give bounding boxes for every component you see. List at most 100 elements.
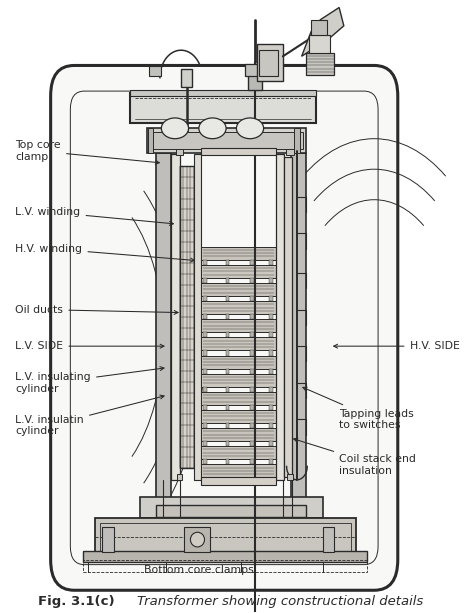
Text: Top core
clamp: Top core clamp <box>16 140 159 164</box>
Text: H.V. winding: H.V. winding <box>16 243 194 262</box>
Bar <box>181 69 192 87</box>
Bar <box>269 296 273 301</box>
Bar <box>180 166 194 468</box>
Bar <box>203 260 207 265</box>
Bar <box>203 296 207 301</box>
Bar <box>257 44 283 81</box>
Bar <box>201 478 276 485</box>
Bar <box>250 351 254 356</box>
Bar <box>250 368 254 374</box>
Bar <box>269 260 273 265</box>
Bar <box>203 314 207 319</box>
Bar <box>269 405 273 410</box>
Bar <box>201 446 276 459</box>
Text: Transformer showing constructional details: Transformer showing constructional detai… <box>137 595 424 608</box>
Bar <box>140 517 323 523</box>
Bar <box>201 265 276 278</box>
Bar <box>250 278 254 283</box>
Bar <box>287 474 293 481</box>
Bar <box>269 459 273 464</box>
Bar <box>201 246 276 260</box>
Bar <box>269 368 273 374</box>
Text: Fig. 3.1(c): Fig. 3.1(c) <box>38 595 115 608</box>
Bar <box>203 441 207 446</box>
Bar <box>226 278 229 283</box>
Bar <box>201 410 276 423</box>
Bar <box>226 296 229 301</box>
Bar <box>184 527 210 552</box>
Text: Tapping leads
to switches: Tapping leads to switches <box>303 387 414 430</box>
Bar <box>130 90 316 96</box>
Bar <box>130 93 316 123</box>
Bar <box>140 498 323 519</box>
Bar <box>309 35 330 53</box>
Bar <box>269 332 273 337</box>
Bar <box>269 387 273 392</box>
Bar <box>148 128 154 153</box>
Bar <box>311 20 328 35</box>
Bar <box>269 314 273 319</box>
Bar <box>250 387 254 392</box>
Bar <box>306 53 335 75</box>
Bar <box>203 351 207 356</box>
Bar <box>250 423 254 428</box>
Bar <box>226 314 229 319</box>
Bar <box>284 157 292 478</box>
Text: L.V. insulating
cylinder: L.V. insulating cylinder <box>16 367 164 394</box>
Polygon shape <box>301 7 344 56</box>
Bar <box>201 337 276 351</box>
Text: Bottom core clamps: Bottom core clamps <box>144 565 253 575</box>
Bar <box>177 474 182 481</box>
Bar <box>203 368 207 374</box>
Bar <box>292 153 306 514</box>
Bar <box>250 441 254 446</box>
Bar <box>201 301 276 314</box>
Bar <box>156 505 306 517</box>
Ellipse shape <box>161 118 189 139</box>
Bar <box>250 296 254 301</box>
Bar <box>83 560 367 572</box>
Bar <box>203 405 207 410</box>
Bar <box>294 128 300 153</box>
Bar <box>171 154 180 481</box>
Bar <box>226 332 229 337</box>
Text: L.V. SIDE: L.V. SIDE <box>16 341 164 351</box>
Bar <box>201 319 276 332</box>
Bar <box>201 148 276 155</box>
Text: Coil stack end
insulation: Coil stack end insulation <box>294 438 416 476</box>
Bar <box>323 527 335 552</box>
Bar <box>203 278 207 283</box>
Text: H.V. SIDE: H.V. SIDE <box>334 341 459 351</box>
Bar <box>248 75 262 90</box>
Bar <box>95 518 355 554</box>
Bar <box>203 459 207 464</box>
Ellipse shape <box>237 118 264 139</box>
Bar <box>102 527 114 552</box>
Bar <box>100 523 351 550</box>
Text: L.V. insulatin
cylinder: L.V. insulatin cylinder <box>16 395 164 436</box>
Bar <box>83 550 367 562</box>
Bar <box>203 387 207 392</box>
Bar <box>149 66 161 76</box>
Bar <box>226 387 229 392</box>
Text: L.V. winding: L.V. winding <box>16 207 173 226</box>
Bar <box>226 441 229 446</box>
Bar <box>147 128 306 153</box>
Ellipse shape <box>199 118 226 139</box>
Bar <box>276 154 284 481</box>
Bar <box>201 428 276 441</box>
Bar <box>259 50 278 76</box>
Bar <box>194 154 201 481</box>
Bar <box>176 149 183 155</box>
Bar <box>286 149 293 155</box>
Bar <box>250 260 254 265</box>
Bar <box>250 332 254 337</box>
Bar <box>269 441 273 446</box>
Bar <box>246 64 264 76</box>
Bar <box>201 392 276 405</box>
Ellipse shape <box>191 532 204 547</box>
Bar <box>269 278 273 283</box>
FancyBboxPatch shape <box>51 66 398 590</box>
Bar <box>269 351 273 356</box>
Bar <box>250 314 254 319</box>
